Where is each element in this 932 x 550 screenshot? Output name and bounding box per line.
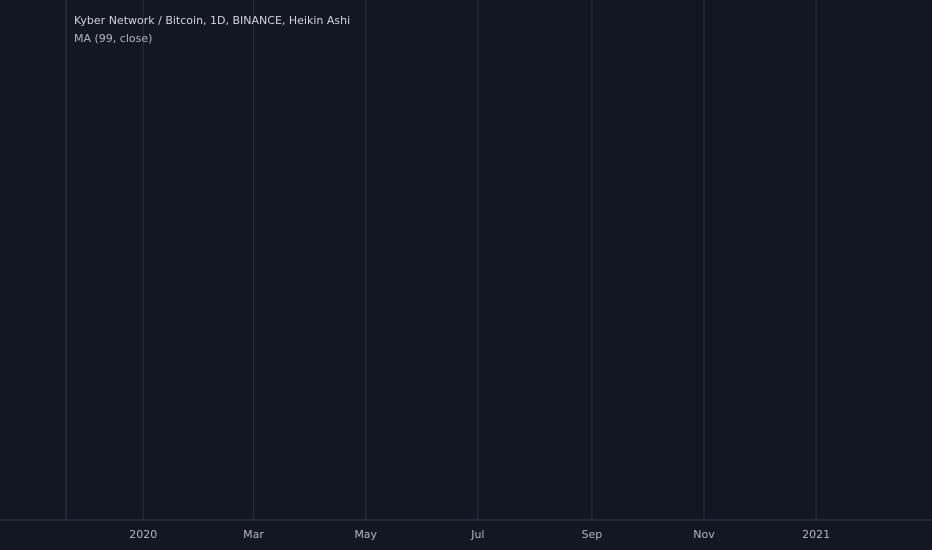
price-axis-panel — [0, 0, 66, 550]
chart-legend: Kyber Network / Bitcoin, 1D, BINANCE, He… — [74, 12, 350, 48]
time-tick-0: 2020 — [129, 528, 157, 541]
time-tick-4: Sep — [581, 528, 602, 541]
indicator-label: MA (99, close) — [74, 32, 153, 45]
time-tick-1: Mar — [243, 528, 264, 541]
symbol-title: Kyber Network / Bitcoin, 1D, BINANCE, He… — [74, 14, 351, 27]
time-tick-6: 2021 — [802, 528, 830, 541]
time-tick-2: May — [354, 528, 377, 541]
time-tick-3: Jul — [470, 528, 484, 541]
time-tick-5: Nov — [693, 528, 715, 541]
time-axis-panel — [0, 520, 932, 550]
